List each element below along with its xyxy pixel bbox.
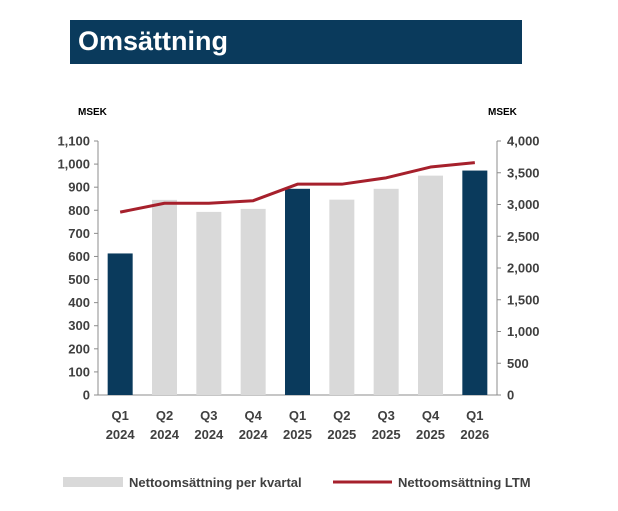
left-axis-tick-label: 800 — [68, 203, 90, 218]
x-tick-quarter: Q2 — [333, 408, 350, 423]
left-axis-tick-label: 200 — [68, 341, 90, 356]
bar-q3-2024 — [196, 211, 222, 395]
left-axis-tick-label: 100 — [68, 364, 90, 379]
right-axis-tick-label: 4,000 — [507, 134, 540, 149]
x-tick-year: 2024 — [239, 427, 269, 442]
legend-line-label: Nettoomsättning LTM — [398, 475, 531, 490]
left-axis-tick-label: 600 — [68, 249, 90, 264]
x-tick-year: 2025 — [327, 427, 356, 442]
x-tick-year: 2024 — [194, 427, 224, 442]
x-tick-quarter: Q1 — [466, 408, 483, 423]
x-tick-quarter: Q4 — [244, 408, 262, 423]
left-axis-tick-label: 1,000 — [57, 157, 90, 172]
x-tick-year: 2025 — [283, 427, 312, 442]
x-tick-year: 2025 — [416, 427, 445, 442]
x-tick-quarter: Q3 — [377, 408, 394, 423]
legend-bar-swatch — [63, 477, 123, 487]
left-axis-tick-label: 400 — [68, 295, 90, 310]
x-tick-quarter: Q3 — [200, 408, 217, 423]
right-axis-unit: MSEK — [488, 107, 518, 118]
right-axis-tick-label: 2,500 — [507, 229, 540, 244]
x-tick-year: 2025 — [372, 427, 401, 442]
bar-q1-2024 — [107, 253, 133, 395]
legend-bar-label: Nettoomsättning per kvartal — [129, 475, 302, 490]
left-axis-tick-label: 1,100 — [57, 134, 90, 149]
x-tick-year: 2024 — [106, 427, 136, 442]
right-axis-tick-label: 3,000 — [507, 197, 540, 212]
right-axis-tick-label: 2,000 — [507, 261, 540, 276]
x-tick-quarter: Q1 — [289, 408, 306, 423]
left-axis-tick-label: 0 — [83, 388, 90, 403]
x-tick-quarter: Q4 — [422, 408, 440, 423]
right-axis-tick-label: 3,500 — [507, 165, 540, 180]
left-axis-tick-label: 900 — [68, 180, 90, 195]
x-tick-year: 2024 — [150, 427, 180, 442]
title-banner: Omsättning — [70, 20, 522, 64]
bar-q1-2026 — [462, 170, 488, 395]
left-axis-tick-label: 300 — [68, 318, 90, 333]
bar-q2-2025 — [329, 199, 355, 395]
left-axis-tick-label: 500 — [68, 272, 90, 287]
x-tick-quarter: Q1 — [111, 408, 128, 423]
left-axis-tick-label: 700 — [68, 226, 90, 241]
right-axis-tick-label: 500 — [507, 356, 529, 371]
bar-q4-2025 — [418, 175, 443, 395]
x-tick-year: 2026 — [460, 427, 489, 442]
right-axis-tick-label: 1,500 — [507, 292, 540, 307]
chart-title: Omsättning — [78, 26, 229, 56]
left-axis-unit: MSEK — [78, 107, 108, 118]
bar-q2-2024 — [152, 199, 177, 395]
right-axis-tick-label: 1,000 — [507, 324, 540, 339]
bar-q1-2025 — [285, 188, 310, 395]
bar-q4-2024 — [240, 208, 266, 395]
bar-q3-2025 — [373, 188, 399, 395]
right-axis-tick-label: 0 — [507, 388, 514, 403]
x-tick-quarter: Q2 — [156, 408, 173, 423]
